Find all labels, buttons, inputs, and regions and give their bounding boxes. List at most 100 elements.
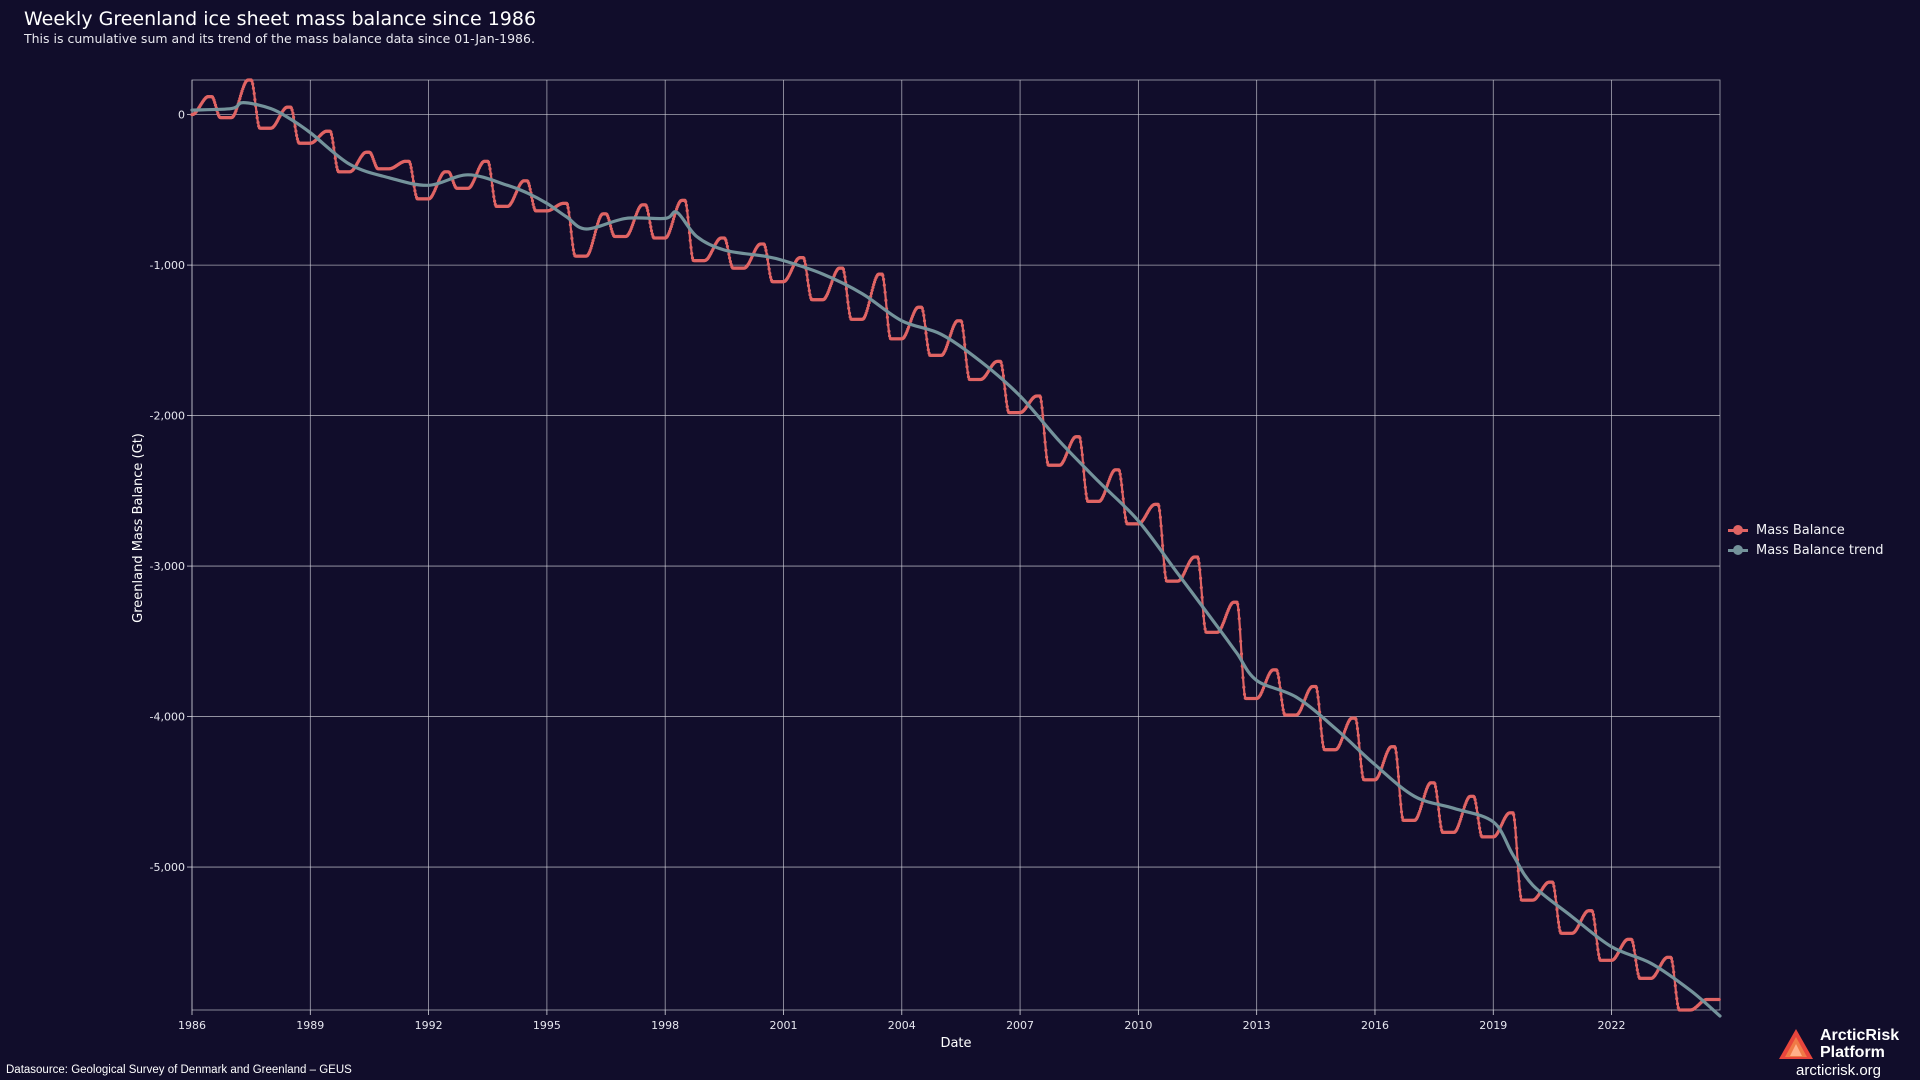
mass-balance-point — [1039, 400, 1043, 404]
mass-balance-point — [1556, 914, 1560, 918]
mass-balance-point — [1320, 734, 1324, 738]
mass-balance-point — [489, 172, 493, 176]
mass-balance-point — [728, 260, 733, 264]
mass-balance-point — [1594, 929, 1598, 933]
mass-balance-point — [334, 161, 338, 165]
mass-balance-point — [329, 132, 334, 137]
mass-balance-point — [1158, 509, 1162, 513]
mass-balance-point — [847, 311, 852, 315]
mass-balance-point — [763, 245, 767, 249]
mass-balance-point — [1360, 770, 1364, 775]
mass-balance-point — [1202, 614, 1206, 618]
mass-balance-point — [238, 94, 243, 98]
mass-balance-point — [1080, 453, 1084, 457]
mass-balance-point — [1039, 395, 1043, 400]
mass-balance-point — [1434, 789, 1438, 793]
mass-balance-point — [251, 86, 255, 90]
mass-balance-point — [213, 103, 218, 107]
mass-balance-point — [669, 225, 673, 229]
mass-balance-point — [410, 170, 414, 174]
arcticrisk-logo[interactable]: ArcticRisk Platform arcticrisk.org — [1778, 1026, 1918, 1079]
mass-balance-point — [1085, 496, 1089, 501]
mass-balance-point — [290, 108, 294, 112]
mass-balance-point — [885, 315, 890, 319]
mass-balance-point — [1435, 795, 1439, 799]
mass-balance-point — [961, 329, 965, 333]
legend-item-mass-balance[interactable]: Mass Balance — [1726, 520, 1884, 540]
mass-balance-point — [845, 294, 849, 298]
mass-balance-point — [1396, 765, 1400, 770]
mass-balance-point — [999, 360, 1003, 365]
mass-balance-point — [724, 238, 728, 242]
axis-ticks: 1986 1989 1992 1995 1998 2001 2004 2007 2010 2013… — [150, 109, 1626, 1032]
mass-balance-point — [882, 283, 886, 287]
mass-balance-point — [1400, 815, 1404, 819]
legend-label-mass-balance: Mass Balance — [1756, 522, 1845, 538]
mass-balance-point — [1004, 393, 1008, 397]
mass-balance-point — [1164, 576, 1168, 580]
mass-balance-point — [1460, 812, 1464, 816]
mass-balance-point — [1459, 817, 1463, 821]
mass-balance-point — [565, 202, 570, 207]
mass-balance-point — [841, 267, 846, 271]
mass-balance-point — [250, 79, 254, 83]
mass-balance-point — [490, 183, 494, 188]
mass-balance-point — [1556, 920, 1561, 924]
mass-balance-point — [690, 251, 694, 256]
mass-balance-point — [1236, 602, 1240, 606]
mass-balance-point — [960, 323, 965, 328]
mass-balance-point — [924, 331, 928, 335]
mass-balance-point — [846, 300, 850, 304]
mass-balance-point — [807, 289, 811, 293]
mass-balance-point — [329, 130, 333, 134]
mass-balance-point — [1003, 387, 1007, 391]
mass-balance-point — [1634, 958, 1638, 962]
mass-balance-point — [672, 214, 676, 218]
x-tick-label: 2001 — [769, 1019, 797, 1032]
mass-balance-point — [1553, 894, 1557, 899]
mass-balance-point — [1043, 440, 1047, 444]
x-tick-label: 1989 — [296, 1019, 324, 1032]
mass-balance-point — [1121, 497, 1125, 501]
mass-balance-point — [571, 243, 575, 247]
mass-balance-point — [1079, 446, 1084, 450]
mass-balance-point — [1592, 917, 1596, 921]
mass-balance-point — [1042, 431, 1046, 435]
mass-balance-point — [645, 206, 649, 210]
mass-balance-point — [727, 252, 731, 256]
x-tick-label: 1992 — [415, 1019, 443, 1032]
mass-balance-point — [1202, 621, 1206, 626]
mass-balance-point — [1355, 727, 1360, 731]
mass-balance-point — [1316, 695, 1320, 699]
x-tick-label: 2004 — [888, 1019, 916, 1032]
mass-balance-point — [847, 306, 851, 310]
mass-balance-point — [1670, 960, 1674, 964]
y-axis-label: Greenland Mass Balance (Gt) — [131, 433, 146, 623]
mass-balance-point — [252, 91, 256, 96]
mass-balance-point — [1203, 627, 1207, 631]
mass-balance-point — [767, 267, 771, 271]
mass-balance-point — [592, 236, 596, 240]
mass-balance-point — [1318, 718, 1322, 723]
mass-balance-point — [843, 275, 847, 279]
mass-balance-point — [806, 278, 810, 282]
mass-balance-point — [728, 256, 732, 260]
mass-balance-point — [1078, 436, 1082, 440]
legend-item-mass-balance-trend[interactable]: Mass Balance trend — [1726, 540, 1884, 560]
mass-balance-point — [609, 224, 613, 228]
brand-url[interactable]: arcticrisk.org — [1796, 1062, 1882, 1079]
mass-balance-point — [528, 187, 532, 191]
mass-balance-point — [1418, 807, 1423, 811]
mass-balance-point — [1434, 785, 1438, 789]
mass-balance-point — [1159, 524, 1163, 528]
mass-balance-point — [1357, 741, 1361, 745]
mass-balance-point — [1241, 676, 1245, 680]
mass-balance-point — [593, 230, 598, 234]
mass-balance-point — [1280, 698, 1284, 702]
mass-balance-point — [844, 287, 849, 291]
mass-balance-point — [865, 309, 869, 313]
mass-balance-point — [688, 238, 692, 242]
mass-balance-point — [1396, 775, 1401, 779]
mass-balance-point — [671, 217, 676, 221]
mass-balance-point — [870, 288, 874, 292]
